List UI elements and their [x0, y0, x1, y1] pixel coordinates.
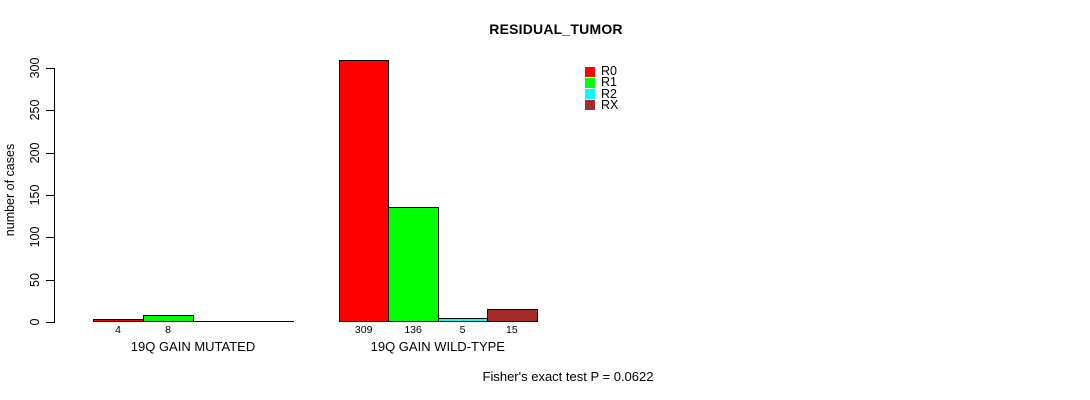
bar-r0 [339, 60, 390, 322]
y-tick-label: 200 [28, 142, 42, 164]
chart-title: RESIDUAL_TUMOR [489, 21, 623, 37]
bar-value-label: 8 [165, 324, 171, 336]
legend-label: R2 [601, 86, 617, 101]
y-tick-label: 250 [28, 99, 42, 121]
legend-swatch-r2 [585, 89, 595, 100]
bar-r0 [93, 319, 144, 322]
bar-rx [487, 309, 538, 322]
y-tick [46, 68, 54, 69]
legend-swatch-r0 [585, 66, 595, 77]
y-axis-label: number of cases [3, 143, 17, 237]
legend-item-r0: R0 [585, 64, 617, 78]
legend-item-r1: R1 [585, 75, 617, 90]
legend-swatch-rx [585, 100, 595, 111]
y-tick-label: 0 [28, 318, 42, 326]
legend-item-rx: RX [585, 97, 619, 112]
bar-r1 [143, 315, 194, 322]
y-tick [46, 237, 54, 238]
y-tick [46, 195, 54, 196]
bar-value-label: 15 [506, 324, 518, 336]
fisher-test-footnote: Fisher's exact test P = 0.0622 [482, 369, 654, 384]
bar-r2 [437, 318, 489, 322]
bar-value-label: 5 [459, 324, 466, 336]
y-tick-label: 150 [28, 184, 42, 206]
legend-swatch-r1 [585, 77, 595, 88]
bar-r2-zero [193, 321, 244, 322]
legend-label: R1 [601, 75, 617, 90]
y-tick [46, 280, 54, 281]
y-tick-label: 300 [28, 57, 42, 79]
bar-rx-zero [243, 321, 294, 322]
y-tick-label: 50 [28, 273, 42, 287]
legend-label: R0 [601, 64, 617, 78]
legend-item-r2: R2 [585, 86, 617, 101]
bar-value-label: 136 [404, 324, 422, 336]
y-tick-label: 100 [28, 226, 42, 248]
legend-label: RX [601, 97, 619, 112]
y-tick [46, 110, 54, 111]
category-label: 19Q GAIN MUTATED [130, 339, 256, 354]
bar-r1 [388, 207, 439, 322]
y-tick [46, 322, 54, 323]
y-axis-line [54, 68, 55, 323]
category-label: 19Q GAIN WILD-TYPE [370, 339, 505, 354]
bar-value-label: 309 [354, 324, 373, 336]
y-tick [46, 153, 54, 154]
bar-value-label: 4 [115, 324, 121, 336]
